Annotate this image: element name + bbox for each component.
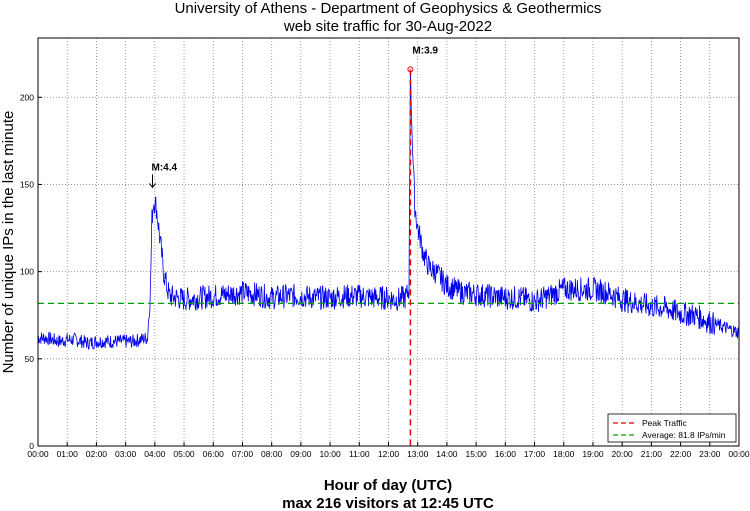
x-tick-label: 11:00 bbox=[349, 449, 370, 459]
x-tick-label: 06:00 bbox=[203, 449, 225, 459]
annotation-label: M:4.4 bbox=[151, 162, 177, 173]
y-tick-label: 0 bbox=[29, 441, 34, 451]
x-tick-label: 22:00 bbox=[670, 449, 692, 459]
x-tick-label: 12:00 bbox=[378, 449, 400, 459]
x-tick-label: 16:00 bbox=[495, 449, 517, 459]
x-tick-label: 00:00 bbox=[27, 449, 49, 459]
x-tick-label: 21:00 bbox=[641, 449, 663, 459]
legend-average-label: Average: 81.8 IPs/min bbox=[642, 430, 726, 440]
x-tick-label: 10:00 bbox=[319, 449, 341, 459]
y-tick-label: 200 bbox=[20, 92, 34, 102]
annotation-arrow-head bbox=[149, 183, 156, 189]
x-tick-label: 05:00 bbox=[173, 449, 195, 459]
legend-box bbox=[607, 413, 737, 443]
y-tick-label: 100 bbox=[20, 267, 34, 277]
footer-max-visitors: max 216 visitors at 12:45 UTC bbox=[282, 495, 494, 511]
x-tick-label: 13:00 bbox=[407, 449, 429, 459]
legend: Peak Traffic Average: 81.8 IPs/min bbox=[607, 413, 737, 443]
x-tick-label: 19:00 bbox=[582, 449, 604, 459]
x-tick-label: 08:00 bbox=[261, 449, 283, 459]
x-tick-label: 20:00 bbox=[612, 449, 634, 459]
x-tick-label: 04:00 bbox=[144, 449, 166, 459]
legend-peak-label: Peak Traffic bbox=[642, 418, 687, 428]
x-tick-label: 09:00 bbox=[290, 449, 312, 459]
y-axis-ticks: 0 50 100 150 200 bbox=[20, 92, 42, 451]
peak-marker-circle bbox=[407, 66, 414, 73]
x-tick-label: 01:00 bbox=[57, 449, 79, 459]
x-tick-label: 14:00 bbox=[436, 449, 458, 459]
x-tick-label: 18:00 bbox=[553, 449, 575, 459]
reference-lines bbox=[38, 69, 739, 446]
x-tick-label: 02:00 bbox=[86, 449, 108, 459]
annotations: M:4.4 M:3.9 bbox=[149, 45, 438, 189]
chart-subtitle: web site traffic for 30-Aug-2022 bbox=[283, 18, 492, 35]
x-tick-label: 23:00 bbox=[699, 449, 721, 459]
x-axis-label: Hour of day (UTC) bbox=[324, 477, 452, 494]
x-tick-label: 15:00 bbox=[465, 449, 487, 459]
x-tick-label: 17:00 bbox=[524, 449, 546, 459]
y-tick-label: 50 bbox=[25, 354, 35, 364]
x-tick-label: 00:00 bbox=[728, 449, 750, 459]
annotation-label: M:3.9 bbox=[412, 45, 438, 56]
x-tick-label: 07:00 bbox=[232, 449, 254, 459]
y-axis-label: Number of unique IPs in the last minute bbox=[0, 111, 17, 374]
grid-lines bbox=[38, 38, 739, 446]
y-tick-label: 150 bbox=[20, 179, 34, 189]
x-axis-ticks: 00:00 01:00 02:00 03:00 04:00 05:00 06:00 07:00… bbox=[27, 442, 750, 459]
x-tick-label: 03:00 bbox=[115, 449, 137, 459]
chart-title: University of Athens - Department of Geo… bbox=[175, 0, 602, 17]
